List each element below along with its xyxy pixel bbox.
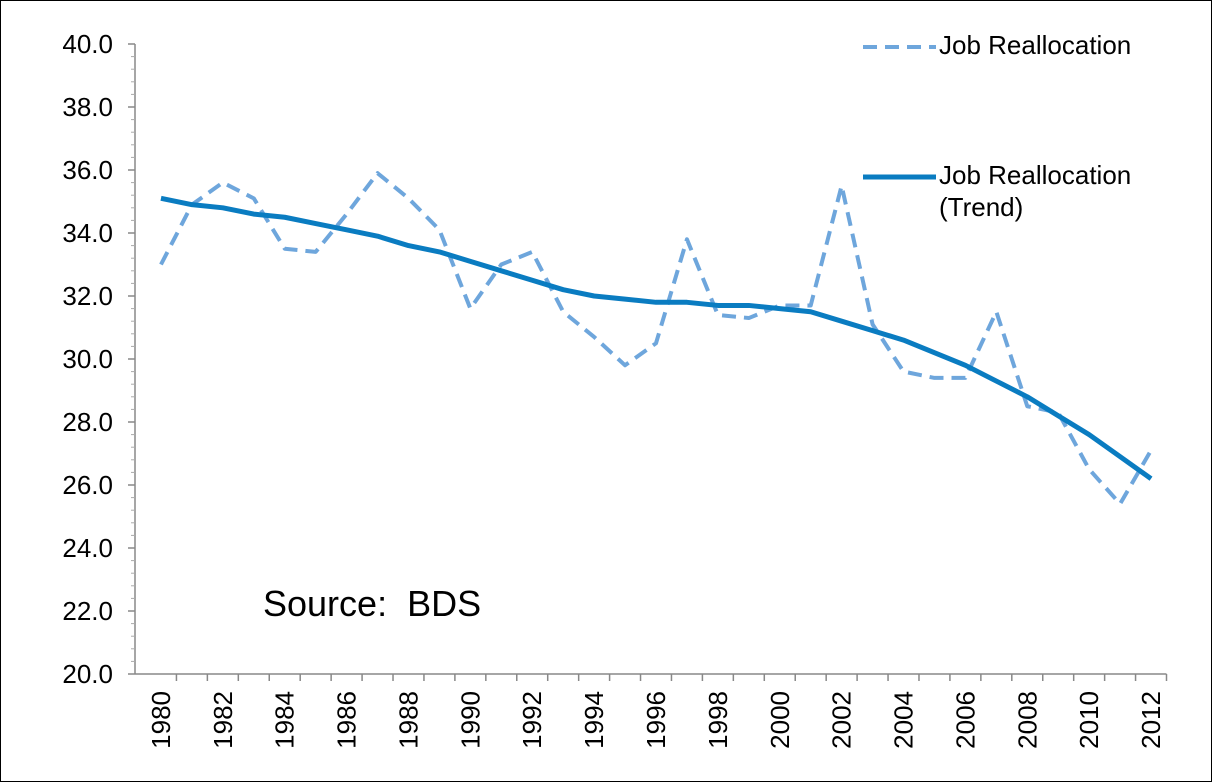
y-tick-label: 36.0 <box>62 155 113 185</box>
x-tick-label: 1984 <box>270 691 300 749</box>
annotation: Source: BDS <box>263 583 482 624</box>
series-line <box>159 171 1153 506</box>
x-tick-label: 2002 <box>827 691 857 749</box>
legend-label: Job Reallocation (Trend) <box>939 160 1132 222</box>
x-tick-label: 2010 <box>1074 691 1104 749</box>
x-tick-label: 1982 <box>208 691 238 749</box>
y-tick-label: 26.0 <box>62 470 113 500</box>
x-tick-label: 1996 <box>641 691 671 749</box>
y-tick-label: 34.0 <box>62 218 113 248</box>
x-tick-label: 1992 <box>517 691 547 749</box>
x-tick-label: 1980 <box>146 691 176 749</box>
x-tick-label: 2000 <box>765 691 795 749</box>
y-tick-label: 28.0 <box>62 407 113 437</box>
y-tick-label: 24.0 <box>62 533 113 563</box>
y-tick-label: 22.0 <box>62 596 113 626</box>
x-tick-label: 2012 <box>1136 691 1166 749</box>
x-tick-label: 1998 <box>703 691 733 749</box>
x-tick-label: 1988 <box>393 691 423 749</box>
y-tick-label: 32.0 <box>62 281 113 311</box>
series-line <box>160 195 1153 481</box>
y-tick-label: 30.0 <box>62 344 113 374</box>
x-tick-label: 2004 <box>889 691 919 749</box>
x-tick-label: 1994 <box>579 691 609 749</box>
x-tick-label: 1990 <box>455 691 485 749</box>
x-tick-label: 2008 <box>1012 691 1042 749</box>
y-tick-label: 40.0 <box>62 29 113 59</box>
y-tick-label: 20.0 <box>62 659 113 689</box>
y-tick-label: 38.0 <box>62 92 113 122</box>
x-tick-label: 2006 <box>950 691 980 749</box>
x-tick-label: 1986 <box>332 691 362 749</box>
legend-label: Job Reallocation <box>939 30 1132 60</box>
